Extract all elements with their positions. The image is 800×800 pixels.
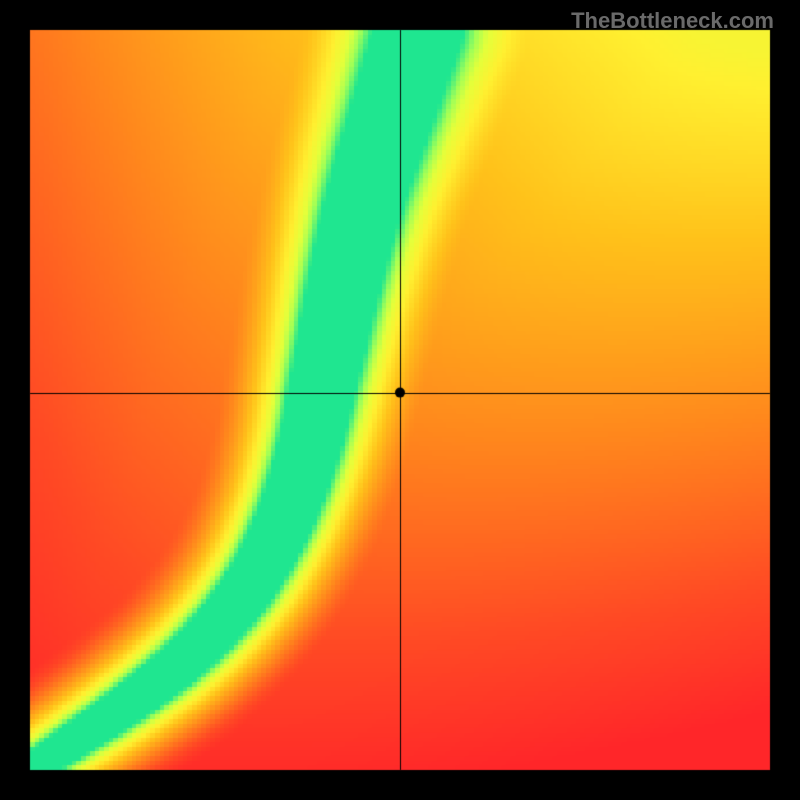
- crosshair-overlay: [0, 0, 800, 800]
- chart-stage: { "source_watermark": { "text": "TheBott…: [0, 0, 800, 800]
- source-watermark: TheBottleneck.com: [571, 8, 774, 34]
